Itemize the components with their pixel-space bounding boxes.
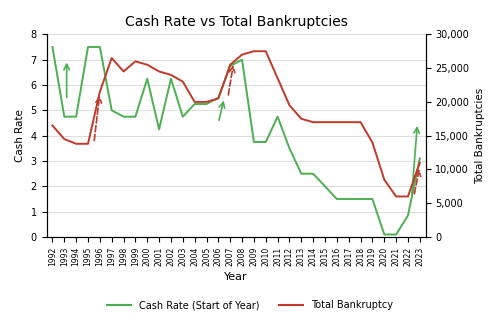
Y-axis label: Cash Rate: Cash Rate bbox=[15, 109, 25, 162]
Legend: Cash Rate (Start of Year), Total Bankruptcy: Cash Rate (Start of Year), Total Bankrup… bbox=[103, 296, 397, 314]
Y-axis label: Total Bankruptcies: Total Bankruptcies bbox=[475, 87, 485, 184]
Title: Cash Rate vs Total Bankruptcies: Cash Rate vs Total Bankruptcies bbox=[124, 15, 348, 29]
X-axis label: Year: Year bbox=[224, 272, 248, 282]
